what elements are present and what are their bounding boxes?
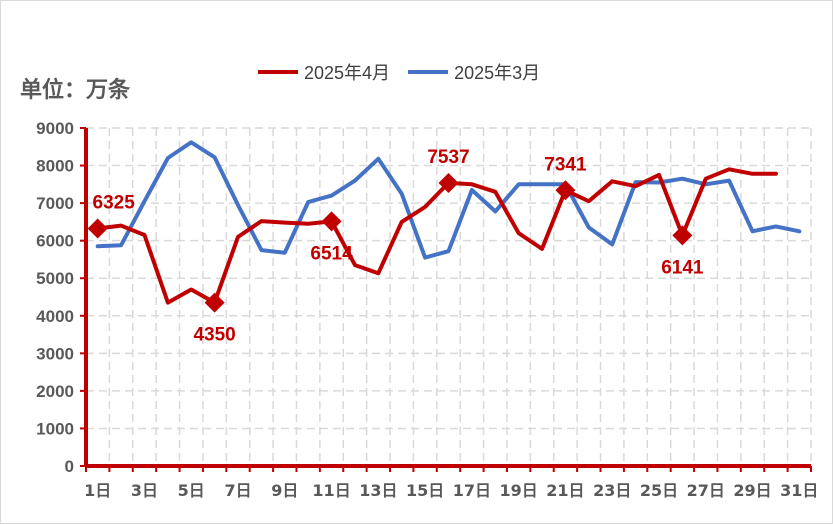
y-tick-label: 1000 bbox=[36, 419, 74, 438]
x-tick-label: 21日 bbox=[546, 481, 584, 500]
data-marker bbox=[555, 180, 576, 201]
x-tick-label: 13日 bbox=[359, 481, 397, 500]
legend-item-april: 2025年4月 bbox=[258, 59, 390, 85]
y-tick-label: 0 bbox=[65, 457, 74, 476]
y-tick-label: 5000 bbox=[36, 269, 74, 288]
x-tick-label: 3日 bbox=[131, 481, 158, 500]
x-tick-label: 1日 bbox=[84, 481, 111, 500]
x-tick-label: 17日 bbox=[453, 481, 491, 500]
unit-label: 单位：万条 bbox=[20, 78, 131, 103]
x-tick-label: 27日 bbox=[687, 481, 725, 500]
y-tick-label: 9000 bbox=[36, 119, 74, 138]
y-tick-label: 6000 bbox=[36, 232, 74, 251]
legend-label-april: 2025年4月 bbox=[304, 63, 391, 83]
x-tick-label: 29日 bbox=[733, 481, 771, 500]
data-label: 6514 bbox=[310, 243, 353, 264]
x-tick-label: 9日 bbox=[271, 481, 298, 500]
legend-swatch-april bbox=[258, 70, 298, 74]
series-line-march bbox=[95, 140, 802, 260]
data-label: 4350 bbox=[193, 325, 235, 346]
y-tick-label: 8000 bbox=[36, 157, 74, 176]
x-tick-label: 31日 bbox=[780, 481, 818, 500]
x-tick-label: 23日 bbox=[593, 481, 631, 500]
x-tick-label: 5日 bbox=[178, 481, 205, 500]
data-label: 7537 bbox=[427, 147, 469, 168]
legend-label-march: 2025年3月 bbox=[454, 63, 541, 83]
data-marker bbox=[87, 218, 108, 239]
y-tick-label: 3000 bbox=[36, 344, 74, 363]
y-tick-label: 4000 bbox=[36, 307, 74, 326]
x-tick-label: 15日 bbox=[406, 481, 444, 500]
y-tick-label: 2000 bbox=[36, 382, 74, 401]
data-marker bbox=[672, 225, 693, 246]
legend-swatch-march bbox=[408, 70, 449, 74]
x-tick-label: 7日 bbox=[224, 481, 251, 500]
x-tick-label: 11日 bbox=[312, 481, 350, 500]
x-tick-label: 19日 bbox=[500, 481, 538, 500]
data-label: 7341 bbox=[544, 154, 587, 175]
y-tick-label: 7000 bbox=[36, 194, 74, 213]
x-tick-label: 25日 bbox=[640, 481, 678, 500]
data-marker bbox=[204, 292, 225, 313]
data-marker bbox=[438, 172, 459, 193]
data-label: 6325 bbox=[93, 192, 136, 213]
legend: 2025年4月 2025年3月 bbox=[258, 57, 558, 87]
data-marker bbox=[321, 211, 342, 232]
legend-item-march: 2025年3月 bbox=[408, 59, 540, 85]
data-label: 6141 bbox=[661, 257, 704, 278]
